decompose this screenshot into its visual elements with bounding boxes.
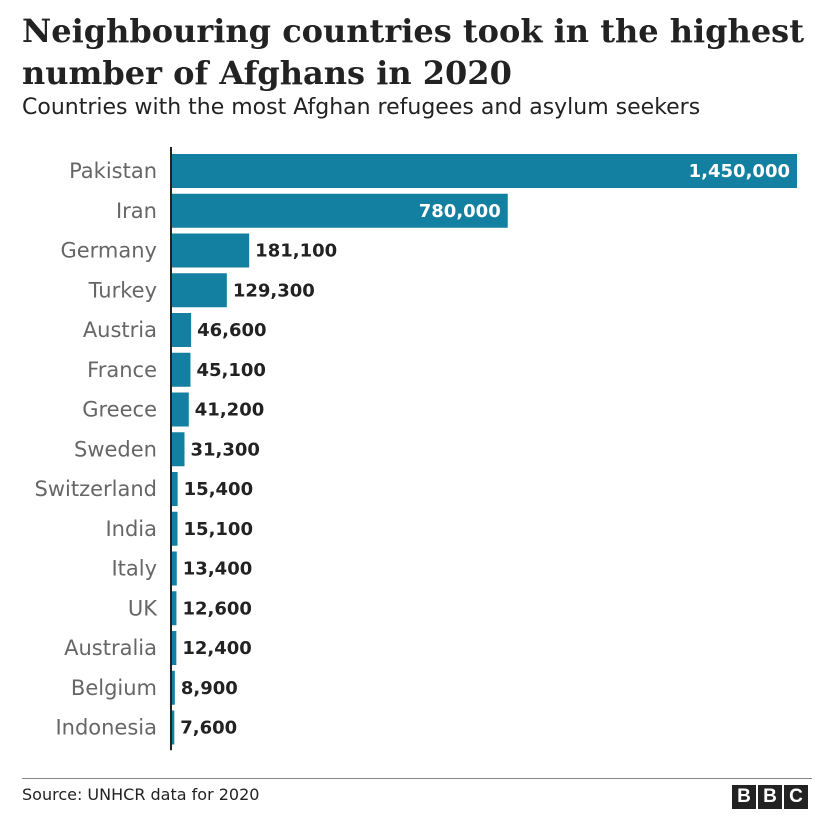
bar-uk — [171, 591, 177, 626]
value-label: 15,400 — [184, 479, 253, 500]
category-label: Pakistan — [69, 159, 157, 183]
category-label: Iran — [116, 199, 157, 223]
bar-france — [171, 352, 191, 387]
bar-australia — [171, 631, 177, 665]
value-label: 31,300 — [191, 439, 260, 460]
bar-india — [171, 511, 178, 546]
bar-austria — [171, 313, 192, 347]
bar-italy — [171, 551, 177, 586]
value-label: 12,600 — [182, 598, 251, 619]
value-label: 129,300 — [233, 280, 315, 301]
logo-letter: B — [732, 785, 756, 809]
value-label: 181,100 — [255, 241, 337, 262]
value-label: 7,600 — [180, 718, 237, 739]
value-label: 46,600 — [197, 320, 266, 341]
category-label: Sweden — [74, 437, 157, 461]
category-label: UK — [128, 596, 158, 620]
category-label: Greece — [82, 398, 157, 422]
value-label: 12,400 — [182, 638, 251, 659]
value-label: 15,100 — [184, 519, 253, 540]
source-note: Source: UNHCR data for 2020 — [22, 785, 260, 804]
bar-germany — [171, 233, 250, 268]
category-label: Belgium — [71, 676, 157, 700]
bbc-logo: B B C — [732, 785, 808, 809]
category-label: Indonesia — [55, 716, 157, 740]
category-label: India — [105, 517, 157, 541]
bar-chart: Pakistan 1,450,000 Iran 780,000 Germany 181,1… — [35, 147, 797, 751]
chart-title: Neighbouring countries took in the highe… — [22, 12, 804, 92]
logo-letter: B — [758, 785, 782, 809]
logo-letter: C — [784, 785, 808, 809]
category-label: Australia — [64, 636, 157, 660]
value-label: 1,450,000 — [689, 161, 790, 182]
category-label: Austria — [83, 318, 157, 342]
chart-subtitle: Countries with the most Afghan refugees … — [22, 95, 701, 120]
category-label: Italy — [111, 557, 157, 581]
category-label: Germany — [60, 239, 157, 263]
value-label: 780,000 — [419, 201, 501, 222]
value-label: 8,900 — [181, 678, 238, 699]
value-label: 41,200 — [195, 400, 264, 421]
bar-iran — [171, 193, 508, 228]
bar-greece — [171, 392, 189, 427]
bar-belgium — [171, 670, 175, 705]
value-label: 45,100 — [196, 360, 265, 381]
footer-divider — [22, 778, 812, 779]
category-label: France — [87, 358, 157, 382]
bar-switzerland — [171, 472, 178, 506]
category-label: Switzerland — [35, 477, 158, 501]
bar-indonesia — [171, 710, 175, 745]
bar-sweden — [171, 432, 185, 467]
value-label: 13,400 — [183, 559, 252, 580]
bar-pakistan — [171, 154, 797, 188]
category-label: Turkey — [88, 278, 157, 302]
bar-turkey — [171, 273, 227, 308]
